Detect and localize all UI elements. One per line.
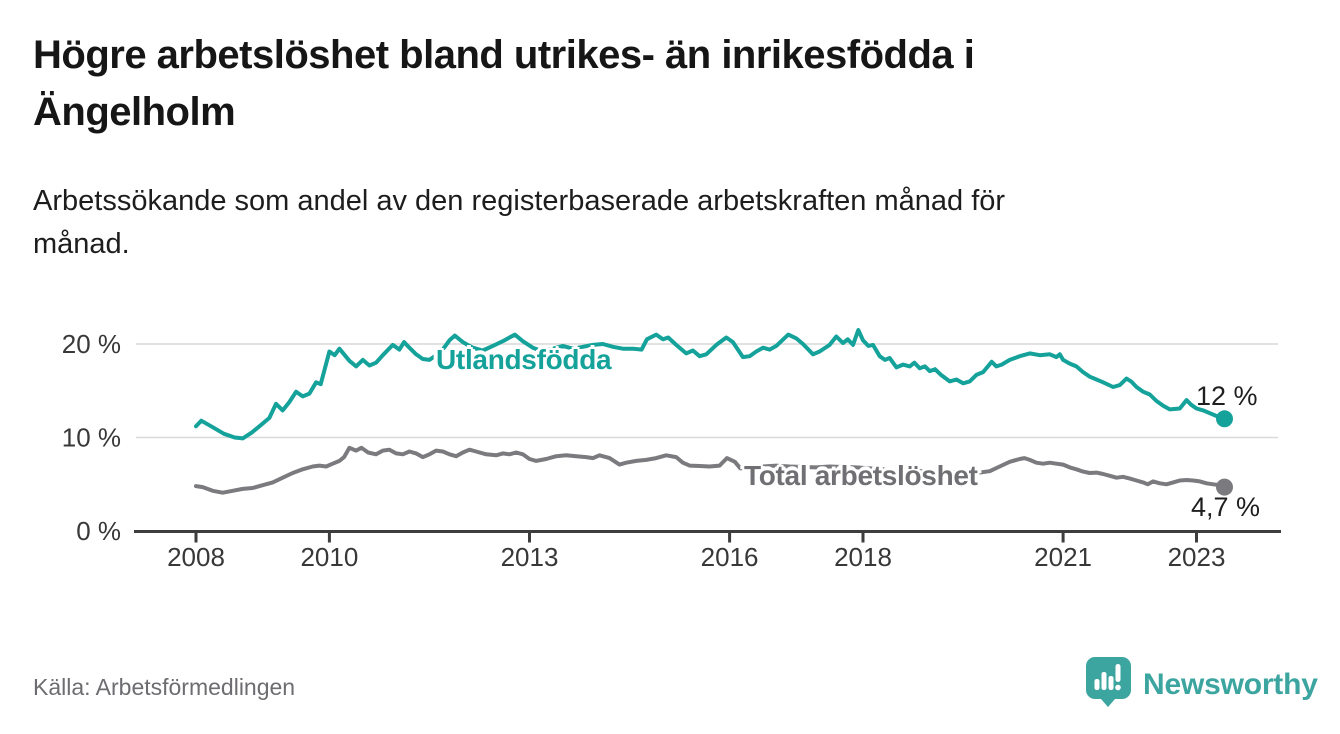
source-note: Källa: Arbetsförmedlingen (33, 674, 296, 700)
newsworthy-logo-icon (1085, 656, 1132, 713)
x-axis-label-2023: 2023 (1168, 542, 1226, 572)
x-axis-label-2010: 2010 (300, 542, 358, 572)
x-axis-label-2013: 2013 (501, 542, 559, 572)
x-axis-label-2021: 2021 (1034, 542, 1092, 572)
page-subtitle-line2: månad. (33, 228, 130, 260)
x-axis-label-2016: 2016 (701, 542, 759, 572)
y-axis-label-10: 10 % (62, 423, 121, 453)
series-line-0 (194, 328, 1227, 441)
y-axis-label-20: 20 % (62, 329, 121, 359)
page-subtitle: Arbetssökande som andel av den registerb… (33, 180, 1253, 266)
newsworthy-logo: Newsworthy (1085, 656, 1318, 713)
page-subtitle-line1: Arbetssökande som andel av den registerb… (33, 185, 1006, 217)
series-line-1 (194, 445, 1227, 495)
end-value-utlandsfodda: 12 % (1196, 381, 1258, 411)
x-axis-label-2018: 2018 (834, 542, 892, 572)
page-title-line2: Ängelholm (33, 90, 236, 134)
end-value-total: 4,7 % (1191, 492, 1261, 522)
newsworthy-logo-text: Newsworthy (1143, 667, 1318, 701)
page-title: Högre arbetslöshet bland utrikes- än inr… (33, 27, 1313, 141)
series-label-total-arbetsloshet: Total arbetslöshet (744, 460, 978, 491)
page-title-line1: Högre arbetslöshet bland utrikes- än inr… (33, 33, 975, 77)
series-end-dot-0 (1216, 410, 1233, 428)
x-axis-label-2008: 2008 (167, 542, 225, 572)
y-axis-label-0: 0 % (76, 516, 121, 546)
series-end-dot-1 (1216, 478, 1233, 496)
series-label-utlandsfodda: Utlandsfödda (436, 344, 612, 375)
